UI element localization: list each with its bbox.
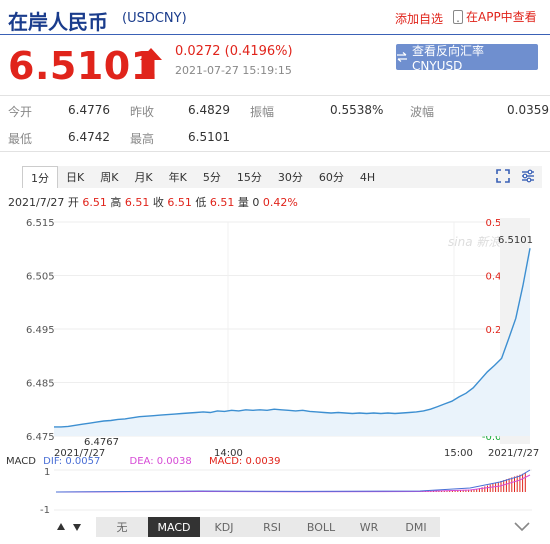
y-tick-label: 6.495 bbox=[26, 325, 55, 336]
stat-value-high: 6.5101 bbox=[188, 130, 230, 144]
info-high-label: 高 bbox=[110, 196, 122, 209]
price-area bbox=[54, 248, 530, 436]
tab-4h[interactable]: 4H bbox=[359, 170, 376, 184]
macd-dea-line bbox=[55, 474, 531, 493]
stats-divider-top bbox=[0, 95, 550, 96]
y-tick-label: 6.505 bbox=[26, 272, 55, 283]
macd-histogram bbox=[419, 472, 526, 492]
stat-value-amplitude: 0.5538% bbox=[330, 103, 384, 117]
tab-monthly[interactable]: 月K bbox=[134, 171, 153, 184]
expand-icon[interactable] bbox=[512, 520, 532, 534]
info-close-label: 收 bbox=[152, 196, 164, 209]
info-high: 6.51 bbox=[124, 196, 150, 209]
indicator-macd[interactable]: MACD bbox=[148, 517, 200, 537]
nav-down-icon[interactable] bbox=[72, 522, 82, 532]
tab-weekly[interactable]: 周K bbox=[100, 171, 119, 184]
stat-value-open: 6.4776 bbox=[68, 103, 110, 117]
y-axis-labels: 6.515 6.505 6.495 6.485 6.475 bbox=[26, 218, 55, 443]
x-tick-label: 2021/7/27 bbox=[54, 448, 105, 458]
y-tick-label: 6.515 bbox=[26, 218, 55, 229]
page-title: 在岸人民币 bbox=[8, 10, 108, 34]
swap-icon bbox=[396, 52, 407, 62]
tab-15min[interactable]: 15分 bbox=[236, 171, 262, 184]
indicator-boll[interactable]: BOLL bbox=[306, 520, 336, 534]
stat-value-range: 0.0359 bbox=[507, 103, 549, 117]
stat-label-prev-close: 昨收 bbox=[130, 105, 155, 119]
tab-60min[interactable]: 60分 bbox=[318, 171, 344, 184]
macd-y-bottom: -1 bbox=[40, 505, 50, 516]
x-tick-label: 15:00 bbox=[444, 448, 473, 458]
phone-icon bbox=[453, 9, 463, 24]
info-vol-label: 量 bbox=[237, 196, 249, 209]
indicator-tabs: 无 MACD KDJ RSI BOLL WR DMI bbox=[96, 517, 440, 537]
quote-time: 2021-07-27 15:19:15 bbox=[175, 64, 292, 77]
price-change: 0.0272 (0.4196%) bbox=[175, 44, 293, 59]
reverse-rate-button[interactable]: 查看反向汇率 CNYUSD bbox=[396, 43, 538, 73]
stat-value-low: 6.4742 bbox=[68, 130, 110, 144]
nav-up-icon[interactable] bbox=[56, 522, 66, 532]
indicator-wr[interactable]: WR bbox=[359, 520, 379, 534]
macd-dif-line bbox=[55, 469, 531, 493]
ohlc-info-line: 2021/7/27 开 6.51 高 6.51 收 6.51 低 6.51 量 … bbox=[8, 194, 298, 210]
stat-label-high: 最高 bbox=[130, 132, 155, 146]
current-price: 6.5101 bbox=[8, 44, 158, 88]
indicator-rsi[interactable]: RSI bbox=[263, 520, 281, 534]
x-axis-labels: 2021/7/27 14:00 15:00 2021/7/27 bbox=[54, 448, 539, 458]
info-close: 6.51 bbox=[167, 196, 192, 209]
macd-name: MACD bbox=[6, 456, 36, 467]
tab-daily[interactable]: 日K bbox=[66, 171, 85, 184]
stat-label-open: 今开 bbox=[8, 105, 33, 119]
settings-icon[interactable] bbox=[520, 168, 536, 184]
macd-value: MACD: 0.0039 bbox=[208, 456, 281, 467]
last-value-label: 6.5101 bbox=[498, 235, 533, 246]
tab-5min[interactable]: 5分 bbox=[202, 171, 221, 184]
info-vol: 0 bbox=[252, 196, 260, 209]
stat-label-range: 波幅 bbox=[410, 105, 435, 119]
tab-1min[interactable]: 1分 bbox=[22, 166, 58, 188]
indicator-kdj[interactable]: KDJ bbox=[214, 520, 234, 534]
y-tick-label: 6.485 bbox=[26, 379, 55, 390]
stat-value-prev-close: 6.4829 bbox=[188, 103, 230, 117]
app-link-label: 在APP中查看 bbox=[466, 10, 537, 24]
info-open: 6.51 bbox=[82, 196, 107, 209]
macd-y-top: 1 bbox=[44, 467, 50, 478]
tab-yearly[interactable]: 年K bbox=[168, 171, 187, 184]
reverse-rate-label: 查看反向汇率 CNYUSD bbox=[411, 43, 484, 73]
arrow-up-icon bbox=[140, 48, 162, 78]
info-low-label: 低 bbox=[195, 196, 207, 209]
stat-label-amplitude: 振幅 bbox=[250, 105, 275, 119]
indicator-dmi[interactable]: DMI bbox=[405, 520, 427, 534]
macd-chart: 1 -1 bbox=[40, 467, 532, 516]
low-value-label: 6.4767 bbox=[84, 437, 119, 448]
symbol-code: (USDCNY) bbox=[122, 11, 187, 26]
fullscreen-icon[interactable] bbox=[495, 168, 511, 184]
stat-label-low: 最低 bbox=[8, 132, 33, 146]
x-tick-label: 14:00 bbox=[214, 448, 243, 458]
macd-dea: DEA: 0.0038 bbox=[129, 456, 192, 467]
add-favorite-link[interactable]: 添加自选 bbox=[395, 12, 444, 26]
macd-dif: DIF: 0.0057 bbox=[43, 456, 101, 467]
x-tick-label: 2021/7/27 bbox=[488, 448, 539, 458]
info-pct: 0.42% bbox=[262, 196, 298, 209]
period-tabs: 1分 日K 周K 月K 年K 5分 15分 30分 60分 4H bbox=[22, 166, 542, 188]
macd-legend: MACD DIF: 0.0057 DEA: 0.0038 MACD: 0.003… bbox=[6, 456, 280, 467]
app-link[interactable]: 在APP中查看 bbox=[453, 8, 537, 25]
header-divider bbox=[0, 34, 550, 35]
y-tick-label: 6.475 bbox=[26, 432, 55, 443]
stats-divider-bottom bbox=[0, 151, 550, 152]
info-low: 6.51 bbox=[209, 196, 235, 209]
indicator-none[interactable]: 无 bbox=[116, 521, 128, 534]
tab-30min[interactable]: 30分 bbox=[277, 171, 303, 184]
info-date: 2021/7/27 bbox=[8, 196, 65, 209]
info-open-label: 开 bbox=[67, 196, 79, 209]
price-line bbox=[54, 248, 531, 428]
